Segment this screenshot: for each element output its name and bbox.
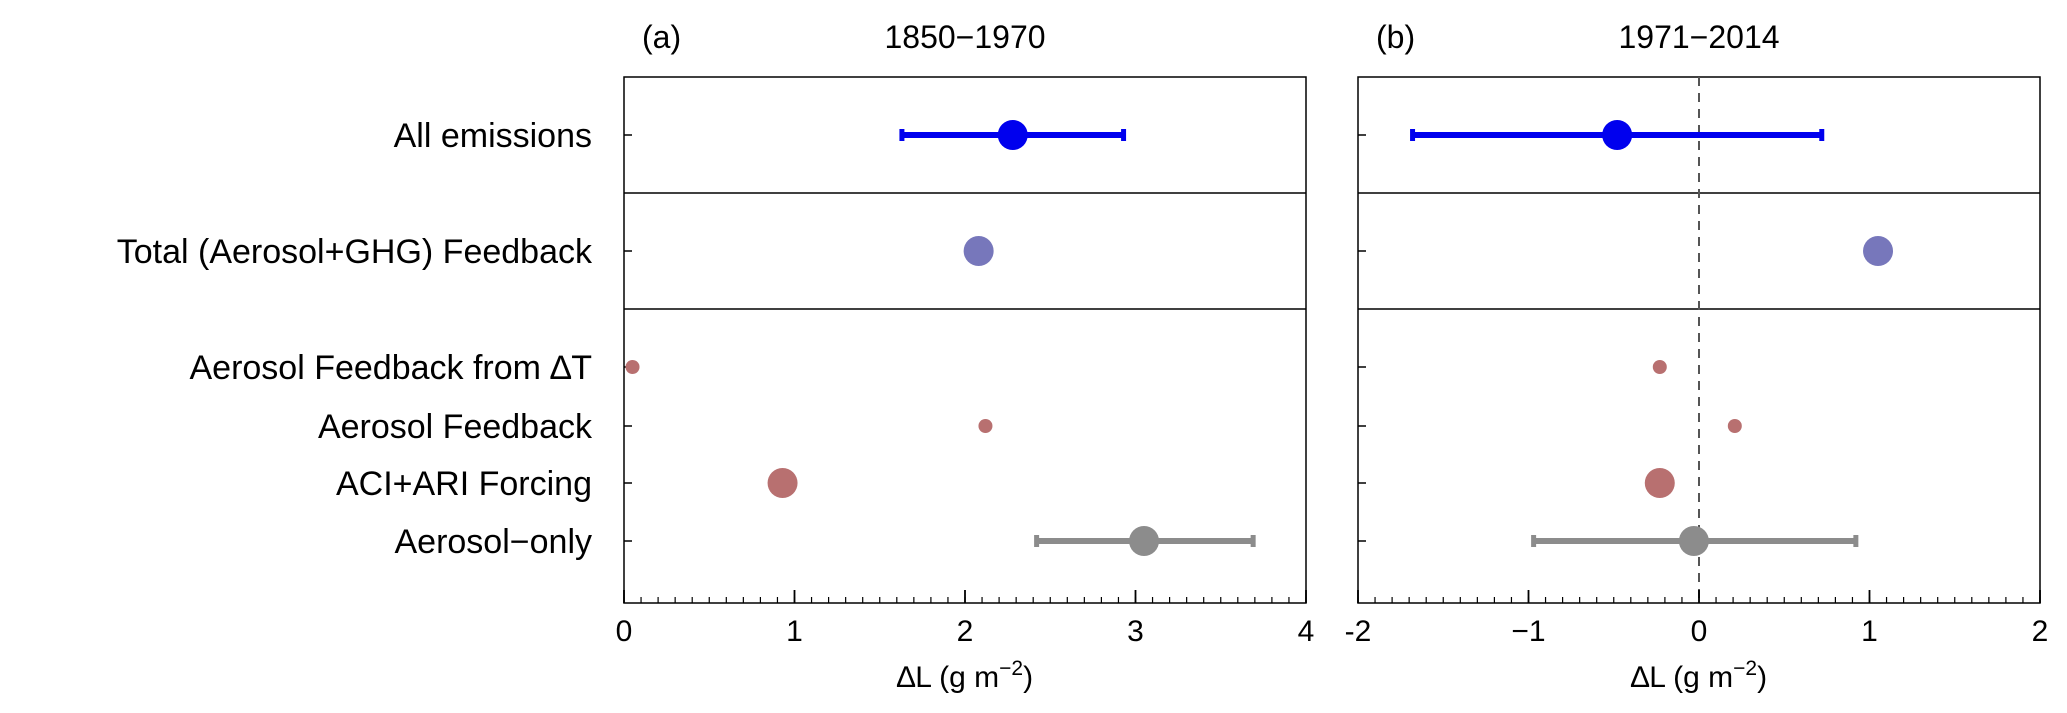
- data-point: [1652, 360, 1667, 374]
- x-tick-label: -2: [1345, 615, 1372, 648]
- x-axis-label-end: ): [1023, 661, 1033, 694]
- data-point: [963, 236, 994, 266]
- x-tick-label: 4: [1298, 615, 1315, 648]
- row-label: Aerosol Feedback: [318, 408, 593, 446]
- row-label: ACI+ARI Forcing: [336, 465, 592, 503]
- data-point: [625, 360, 640, 374]
- data-point: [1602, 120, 1633, 150]
- panel-title: 1971−2014: [1618, 19, 1779, 55]
- data-point: [997, 120, 1028, 150]
- x-tick-label: 1: [1861, 615, 1878, 648]
- x-axis-label: ∆L (g m−2): [897, 657, 1033, 694]
- data-point: [1129, 526, 1160, 556]
- x-tick-label: 2: [2032, 615, 2049, 648]
- row-label: Aerosol−only: [394, 523, 592, 561]
- panel-letter: (b): [1376, 19, 1415, 55]
- row-labels: All emissions Total (Aerosol+GHG) Feedbac…: [117, 117, 593, 561]
- x-axis-label-sup: −2: [999, 657, 1023, 680]
- x-axis-label: ∆L (g m−2): [1631, 657, 1767, 694]
- panel-title: 1850−1970: [884, 19, 1045, 55]
- data-point: [767, 468, 798, 498]
- panel-letter: (a): [642, 19, 681, 55]
- row-label: Aerosol Feedback from ∆T: [189, 349, 592, 387]
- data-point: [1863, 236, 1894, 266]
- x-axis-label-main: ∆L (g m: [897, 661, 999, 694]
- row-label: All emissions: [394, 117, 592, 155]
- data-point: [1678, 526, 1709, 556]
- x-tick-label: 3: [1127, 615, 1144, 648]
- x-tick-label: 0: [1691, 615, 1708, 648]
- data-point: [978, 419, 993, 433]
- x-axis-label-main: ∆L (g m: [1631, 661, 1733, 694]
- x-tick-label: 0: [616, 615, 633, 648]
- x-tick-label: 1: [786, 615, 803, 648]
- data-point: [1727, 419, 1742, 433]
- panel-b: -2 −1 0 1 2 (b) 1971−2014 ∆L (g m−2): [1345, 19, 2049, 694]
- x-axis-label-end: ): [1757, 661, 1767, 694]
- data-point: [1644, 468, 1675, 498]
- row-label: Total (Aerosol+GHG) Feedback: [117, 233, 593, 271]
- panel-frame: [623, 76, 1307, 604]
- x-tick-label: 2: [957, 615, 974, 648]
- x-axis-label-sup: −2: [1733, 657, 1757, 680]
- panel-a: 0 1 2 3 4 (a) 1850−1970 ∆L (g m−2): [616, 19, 1315, 694]
- x-tick-label: −1: [1511, 615, 1545, 648]
